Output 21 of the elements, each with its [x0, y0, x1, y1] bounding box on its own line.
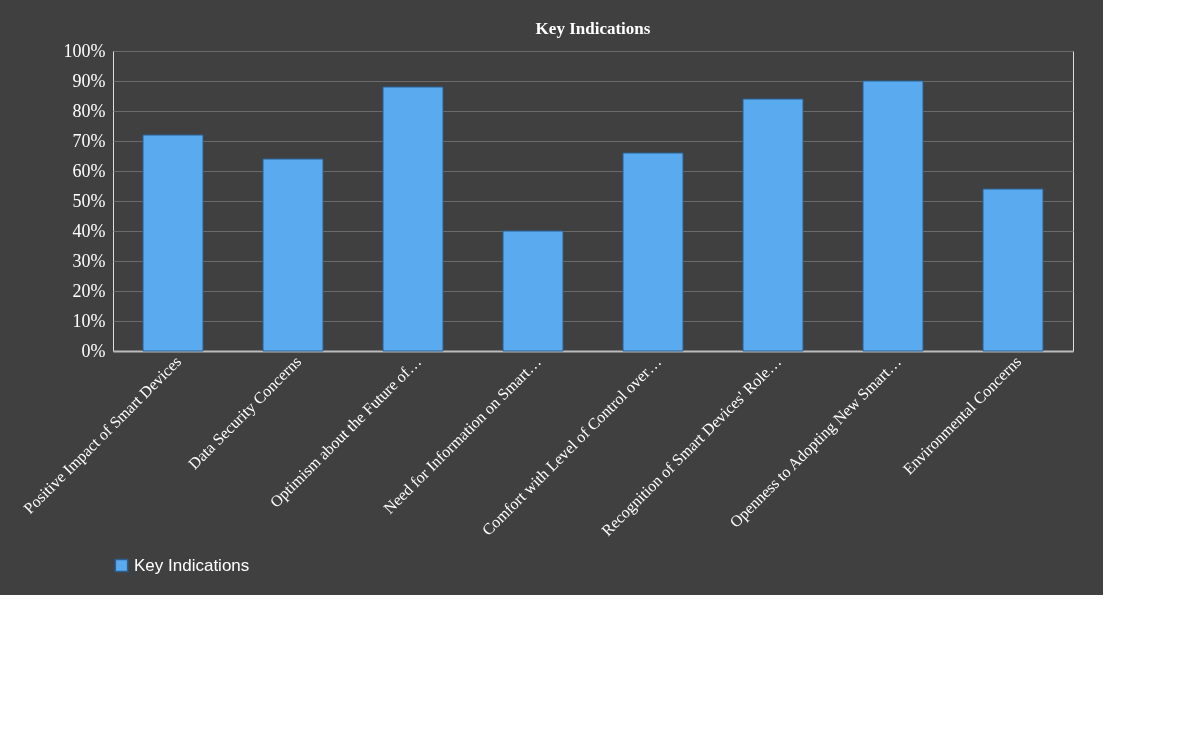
- y-tick-label: 20%: [72, 280, 106, 301]
- bar: [262, 158, 324, 352]
- bar: [142, 134, 204, 352]
- legend-label: Key Indications: [134, 555, 250, 575]
- bar: [622, 152, 684, 352]
- bar: [862, 80, 924, 352]
- chart-title: Key Indications: [535, 19, 651, 38]
- bar: [382, 86, 444, 352]
- bar: [502, 230, 564, 352]
- bar: [742, 98, 804, 352]
- y-tick-label: 40%: [72, 220, 106, 241]
- y-tick-label: 90%: [72, 70, 106, 91]
- bar: [982, 188, 1044, 352]
- y-tick-label: 70%: [72, 130, 106, 151]
- y-tick-label: 100%: [63, 40, 106, 61]
- y-tick-label: 60%: [72, 160, 106, 181]
- y-tick-label: 80%: [72, 100, 106, 121]
- y-tick-label: 30%: [72, 250, 106, 271]
- y-tick-label: 50%: [72, 190, 106, 211]
- y-tick-label: 10%: [72, 310, 106, 331]
- y-tick-label: 0%: [81, 340, 106, 361]
